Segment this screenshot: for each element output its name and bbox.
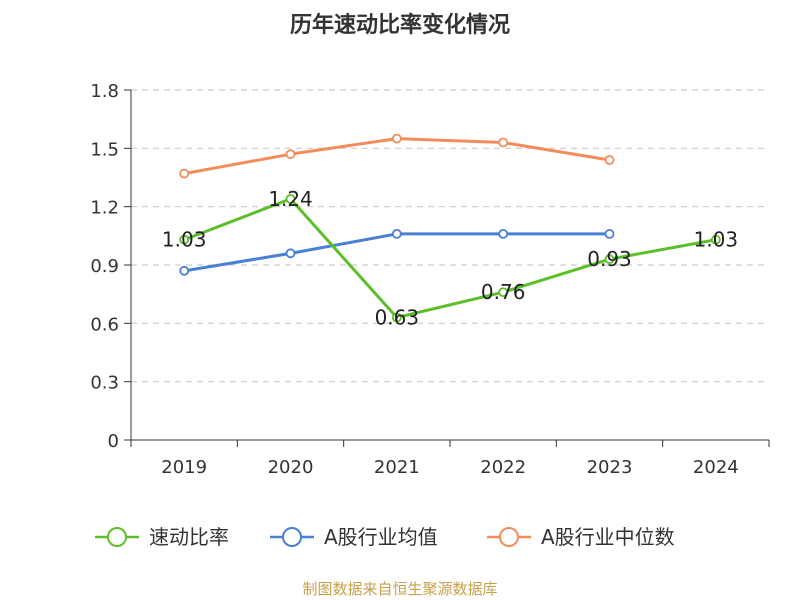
- legend-swatch-marker: [107, 527, 127, 547]
- legend-label: A股行业均值: [324, 525, 438, 549]
- data-point[interactable]: [498, 287, 509, 298]
- legend-label: 速动比率: [149, 525, 229, 549]
- data-point[interactable]: [710, 234, 721, 245]
- data-point[interactable]: [179, 168, 190, 179]
- series-2: [179, 133, 615, 179]
- data-point[interactable]: [604, 254, 615, 265]
- data-label: 0.63: [375, 306, 420, 330]
- data-point[interactable]: [285, 193, 296, 204]
- x-tick-label: 2023: [587, 457, 633, 478]
- data-label: 0.93: [587, 247, 632, 271]
- y-tick-label: 0: [108, 431, 119, 452]
- data-point[interactable]: [391, 133, 402, 144]
- legend-swatch-marker: [282, 527, 302, 547]
- data-point[interactable]: [498, 228, 509, 239]
- series-group: 1.03 1.24 0.63 0.76 0.93 1.03: [162, 133, 738, 330]
- legend-swatch-marker: [499, 527, 519, 547]
- series-1: [179, 228, 615, 276]
- data-label: 1.03: [162, 228, 207, 252]
- legend-item[interactable]: A股行业均值: [270, 525, 438, 549]
- legend-item[interactable]: A股行业中位数: [487, 525, 675, 549]
- data-point[interactable]: [179, 265, 190, 276]
- data-point[interactable]: [604, 155, 615, 165]
- x-tick-label: 2024: [693, 457, 739, 478]
- series-line: [183, 197, 717, 319]
- y-tick-label: 1.2: [90, 198, 119, 219]
- x-tick-label: 2020: [268, 457, 314, 478]
- series-0: [179, 193, 721, 323]
- y-tick-label: 0.9: [90, 256, 119, 277]
- data-label: 1.03: [694, 228, 739, 252]
- y-tick-label: 0.6: [90, 314, 119, 335]
- data-labels: 1.03 1.24 0.63 0.76 0.93 1.03: [162, 187, 738, 330]
- data-point[interactable]: [391, 228, 402, 239]
- data-label: 0.76: [481, 280, 526, 304]
- source-note: 制图数据来自恒生聚源数据库: [302, 580, 497, 598]
- y-tick-label: 1.5: [90, 139, 119, 160]
- data-point[interactable]: [179, 234, 190, 245]
- data-point[interactable]: [498, 137, 509, 148]
- y-tick-label: 0.3: [90, 373, 119, 394]
- data-point[interactable]: [604, 228, 615, 239]
- y-tick-label: 1.8: [90, 81, 119, 102]
- data-point[interactable]: [285, 248, 296, 259]
- chart-title: 历年速动比率变化情况: [290, 12, 510, 38]
- legend-item[interactable]: 速动比率: [95, 525, 229, 549]
- x-tick-label: 2022: [480, 457, 526, 478]
- grid-lines: [131, 89, 769, 383]
- data-label: 1.24: [268, 187, 313, 211]
- data-point[interactable]: [391, 312, 402, 323]
- data-point[interactable]: [285, 149, 296, 160]
- series-line: [183, 137, 610, 176]
- legend: 速动比率 A股行业均值 A股行业中位数: [95, 525, 675, 549]
- legend-label: A股行业中位数: [541, 525, 675, 549]
- x-tick-label: 2021: [374, 457, 420, 478]
- x-tick-label: 2019: [161, 457, 207, 478]
- axes: 0 0.3 0.6 0.9 1.2 1.5 1.8 2019 2020 2021 2022 2023 2…: [90, 81, 770, 478]
